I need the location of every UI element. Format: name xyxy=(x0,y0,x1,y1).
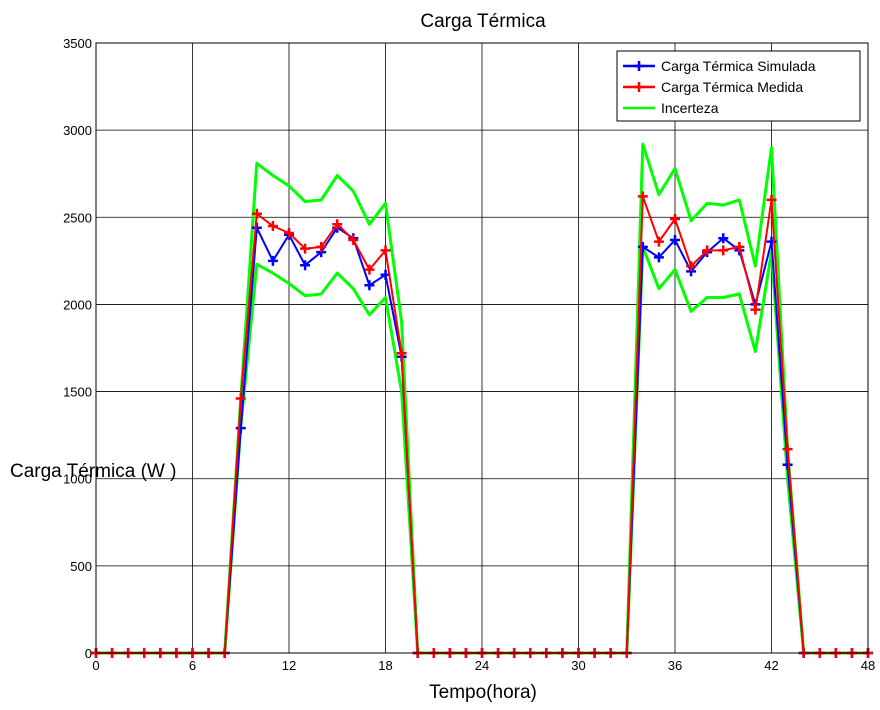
series-point-0 xyxy=(267,255,278,266)
x-tick-label: 18 xyxy=(378,658,392,673)
chart-title: Carga Térmica xyxy=(420,11,546,32)
legend: Carga Térmica Simulada Carga Térmica Medi… xyxy=(616,50,861,122)
series-point-1 xyxy=(637,191,648,202)
series-point-1 xyxy=(267,221,278,231)
x-tick-label: 48 xyxy=(861,658,875,673)
legend-box xyxy=(616,50,861,122)
legend-marker xyxy=(634,61,644,71)
series-point-1 xyxy=(396,348,407,359)
x-tick-label: 36 xyxy=(668,658,682,673)
series-point-1 xyxy=(235,393,246,404)
series-point-1 xyxy=(284,227,294,238)
legend-marker xyxy=(634,82,644,92)
series-point-1 xyxy=(766,194,777,205)
series-point-0 xyxy=(653,252,664,263)
x-tick-label: 6 xyxy=(189,658,196,673)
series-point-1 xyxy=(300,243,311,254)
legend-label: Incerteza xyxy=(661,100,719,116)
plot-frame xyxy=(95,42,869,654)
series-point-1 xyxy=(702,245,713,256)
series-point-0 xyxy=(300,260,311,271)
y-tick-label: 3000 xyxy=(63,123,92,138)
series-point-1 xyxy=(364,264,375,275)
series-point-0 xyxy=(637,241,648,252)
x-tick-label: 0 xyxy=(92,658,99,673)
ticks: 0 6 12 18 24 30 36 42 48 0 500 1000 1500 2000 2500 3000… xyxy=(63,36,875,673)
series-point-1 xyxy=(782,444,793,455)
y-tick-label: 500 xyxy=(70,559,92,574)
series-point-1 xyxy=(251,208,262,219)
y-tick-label: 1000 xyxy=(63,472,92,487)
series-point-0 xyxy=(718,233,729,244)
series-point-1 xyxy=(718,245,729,256)
x-tick-label: 24 xyxy=(475,658,489,673)
y-axis-label: Carga Térmica (W ) xyxy=(10,461,176,482)
series-point-1 xyxy=(750,304,761,315)
series-point-1 xyxy=(734,241,745,252)
x-tick-label: 12 xyxy=(282,658,296,673)
series-point-1 xyxy=(670,214,680,225)
series-point-1 xyxy=(653,236,664,247)
y-tick-label: 2500 xyxy=(63,210,92,225)
x-tick-label: 42 xyxy=(764,658,778,673)
legend-label: Carga Térmica Simulada xyxy=(661,58,816,74)
x-tick-label: 30 xyxy=(571,658,585,673)
series-point-0 xyxy=(670,234,680,245)
series-point-1 xyxy=(316,241,327,252)
series-point-1 xyxy=(380,245,391,256)
y-tick-label: 1500 xyxy=(63,385,92,400)
y-tick-label: 2000 xyxy=(63,297,92,312)
legend-label: Carga Térmica Medida xyxy=(661,79,803,95)
series-point-1 xyxy=(686,261,697,272)
x-axis-label: Tempo(hora) xyxy=(429,682,537,703)
series-point-1 xyxy=(332,219,343,230)
y-tick-label: 3500 xyxy=(63,36,92,51)
y-tick-label: 0 xyxy=(85,646,92,661)
series-point-0 xyxy=(364,280,375,291)
series-point-1 xyxy=(348,234,359,245)
series-point-0 xyxy=(235,423,246,434)
